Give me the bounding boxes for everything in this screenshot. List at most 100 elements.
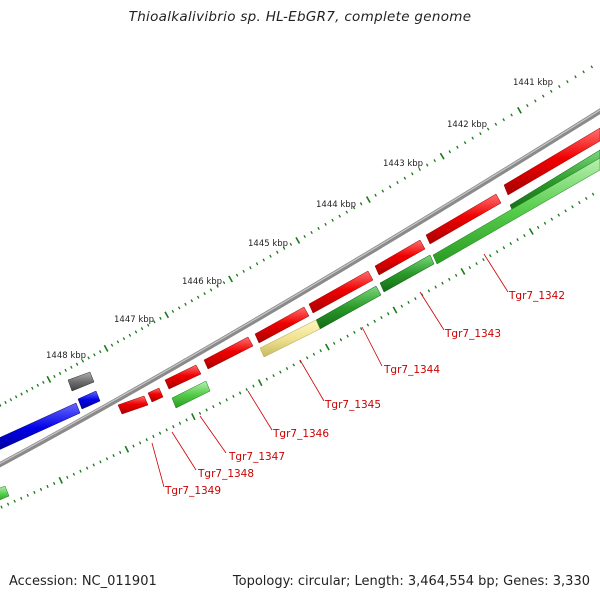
minor-tick bbox=[235, 273, 239, 277]
minor-tick bbox=[238, 391, 242, 395]
minor-tick bbox=[262, 258, 265, 262]
feature-blue-long[interactable] bbox=[0, 402, 81, 454]
minor-tick bbox=[145, 438, 148, 442]
minor-tick bbox=[534, 99, 537, 103]
minor-tick bbox=[502, 118, 505, 122]
gene-labels: Tgr7_1342 Tgr7_1343 Tgr7_1344 Tgr7_1345 … bbox=[164, 290, 565, 497]
minor-tick bbox=[434, 285, 437, 289]
major-tick bbox=[228, 275, 233, 283]
gene-label-tgr7-1346[interactable]: Tgr7_1346 bbox=[272, 428, 329, 440]
minor-tick bbox=[366, 323, 370, 327]
minor-tick bbox=[475, 262, 478, 266]
topology-info-text: Topology: circular; Length: 3,464,554 bp… bbox=[232, 574, 590, 589]
minor-tick bbox=[448, 150, 452, 154]
minor-tick bbox=[31, 386, 34, 390]
minor-tick bbox=[418, 167, 421, 172]
feature-gray[interactable] bbox=[67, 371, 95, 392]
minor-tick bbox=[255, 262, 259, 266]
minor-tick bbox=[310, 230, 313, 235]
minor-tick bbox=[20, 392, 23, 396]
genome-backbone-highlight bbox=[0, 109, 600, 465]
minor-tick bbox=[252, 384, 255, 388]
gene-forward-1347[interactable] bbox=[203, 336, 254, 370]
minor-tick bbox=[403, 176, 407, 180]
minor-tick bbox=[536, 225, 540, 229]
major-tick bbox=[124, 445, 130, 453]
gene-forward-1345[interactable] bbox=[308, 270, 374, 314]
minor-tick bbox=[158, 431, 162, 435]
gene-label-tgr7-1348[interactable]: Tgr7_1348 bbox=[197, 468, 254, 480]
minor-tick bbox=[386, 312, 390, 316]
gene-forward-1348[interactable] bbox=[164, 364, 202, 390]
minor-tick bbox=[152, 434, 155, 438]
minor-tick bbox=[407, 300, 410, 304]
minor-tick bbox=[526, 104, 529, 108]
minor-tick bbox=[285, 367, 289, 371]
minor-tick bbox=[495, 250, 499, 254]
minor-tick bbox=[566, 80, 569, 84]
minor-tick bbox=[414, 297, 417, 301]
minor-tick bbox=[502, 246, 506, 250]
gene-label-tgr7-1345[interactable]: Tgr7_1345 bbox=[324, 399, 381, 411]
minor-tick bbox=[185, 418, 188, 422]
minor-tick bbox=[479, 132, 482, 136]
minor-tick bbox=[42, 380, 45, 384]
minor-tick bbox=[486, 127, 490, 131]
minor-tick bbox=[269, 254, 272, 258]
gene-highlight-1345[interactable] bbox=[259, 319, 321, 358]
minor-tick bbox=[427, 289, 431, 293]
minor-tick bbox=[359, 202, 363, 206]
minor-tick bbox=[122, 337, 126, 341]
major-tick bbox=[191, 413, 196, 421]
minor-tick bbox=[112, 454, 115, 458]
gene-forward-1346[interactable] bbox=[254, 306, 310, 344]
gene-reverse-1348[interactable] bbox=[171, 380, 211, 409]
minor-tick bbox=[190, 299, 194, 303]
gene-forward-1343[interactable] bbox=[425, 193, 502, 245]
minor-tick bbox=[381, 189, 385, 193]
minor-tick bbox=[33, 490, 36, 494]
reverse-strand-features bbox=[0, 149, 600, 502]
tick-label: 1445 kbp bbox=[248, 239, 288, 249]
minor-tick bbox=[222, 281, 226, 285]
minor-tick bbox=[582, 70, 585, 74]
minor-tick bbox=[338, 214, 341, 218]
minor-tick bbox=[198, 411, 202, 415]
minor-tick bbox=[99, 460, 102, 464]
gene-reverse-1344[interactable] bbox=[379, 254, 435, 293]
minor-tick bbox=[339, 338, 343, 342]
minor-tick bbox=[99, 350, 102, 354]
minor-tick bbox=[332, 341, 336, 345]
gene-label-tgr7-1349[interactable]: Tgr7_1349 bbox=[164, 485, 221, 497]
minor-tick bbox=[92, 463, 95, 467]
gene-reverse-1343[interactable] bbox=[432, 157, 600, 265]
minor-tick bbox=[352, 206, 356, 210]
minor-tick bbox=[494, 122, 498, 126]
minor-tick bbox=[448, 277, 451, 281]
minor-tick bbox=[13, 499, 16, 503]
gene-tgr7-1342-forward[interactable] bbox=[503, 127, 600, 196]
minor-tick bbox=[116, 340, 120, 344]
minor-tick bbox=[574, 75, 577, 79]
minor-tick bbox=[346, 334, 349, 338]
minor-tick bbox=[159, 316, 162, 320]
minor-tick bbox=[93, 353, 96, 357]
minor-tick bbox=[203, 292, 206, 296]
gene-label-tgr7-1343[interactable]: Tgr7_1343 bbox=[444, 328, 501, 340]
gene-forward-1344[interactable] bbox=[374, 239, 426, 276]
minor-tick bbox=[292, 363, 295, 367]
major-tick bbox=[58, 476, 63, 484]
gene-reverse-left[interactable] bbox=[0, 485, 10, 502]
gene-label-tgr7-1344[interactable]: Tgr7_1344 bbox=[383, 364, 440, 376]
feature-blue-short[interactable] bbox=[77, 390, 101, 410]
minor-tick bbox=[324, 222, 327, 226]
gene-label-tgr7-1342[interactable]: Tgr7_1342 bbox=[508, 290, 565, 302]
gene-forward-1349[interactable] bbox=[117, 395, 149, 415]
gene-forward-1349a[interactable] bbox=[147, 387, 164, 403]
gene-label-tgr7-1347[interactable]: Tgr7_1347 bbox=[228, 451, 285, 463]
minor-tick bbox=[374, 193, 377, 197]
minor-tick bbox=[523, 233, 526, 238]
minor-tick bbox=[242, 269, 245, 273]
minor-tick bbox=[14, 395, 18, 399]
